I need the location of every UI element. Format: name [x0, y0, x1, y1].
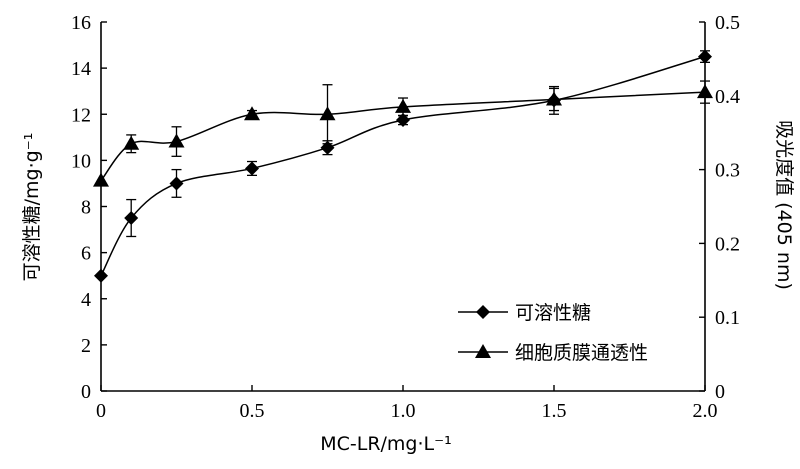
legend-item-1: 可溶性糖: [458, 302, 591, 324]
axes: [100, 22, 706, 392]
data-point: [698, 49, 712, 64]
y-right-tick-label: 0.2: [715, 233, 740, 255]
data-point: [244, 106, 260, 121]
ticks: 0 0.5 1.0 1.5 2.0024681012141600.10.20.30.40…: [71, 12, 740, 422]
y-right-tick-label: 0.1: [715, 307, 740, 329]
data-point: [169, 176, 184, 191]
x-tick-label: 0.5: [240, 400, 265, 422]
y-left-tick-label: 10: [71, 150, 91, 172]
data-point: [94, 268, 108, 283]
series-1: [94, 49, 712, 283]
data-point: [123, 135, 140, 150]
x-tick-label: 0: [96, 400, 106, 422]
legend-marker: [476, 305, 490, 319]
y-left-tick-label: 2: [81, 335, 91, 357]
data-point: [697, 84, 713, 99]
data-point: [93, 172, 109, 187]
x-axis-title: MC-LR/mg·L⁻¹: [320, 433, 452, 455]
y-left-tick-label: 8: [81, 197, 91, 219]
series-line: [100, 55, 706, 277]
data-point: [168, 133, 185, 148]
y-right-tick-label: 0.4: [715, 86, 740, 108]
data-point: [395, 98, 411, 113]
data-point: [396, 113, 410, 128]
data-point: [124, 211, 139, 226]
y-left-tick-label: 0: [81, 381, 91, 403]
series-layer: [93, 49, 713, 283]
y-left-tick-label: 14: [71, 58, 91, 80]
x-tick-label: 1.5: [542, 400, 567, 422]
y-left-tick-label: 4: [81, 289, 91, 311]
y-right-tick-label: 0.5: [715, 12, 740, 34]
y-left-tick-label: 12: [71, 104, 91, 126]
legend-item-2: 细胞质膜通透性: [458, 342, 648, 364]
y-right-tick-label: 0.3: [715, 160, 740, 182]
legend-label: 细胞质膜通透性: [515, 342, 648, 364]
x-tick-label: 1.0: [391, 400, 416, 422]
y-left-tick-label: 6: [81, 243, 91, 265]
data-point: [245, 161, 259, 176]
y-axis-left-title: 可溶性糖/mg·g⁻¹: [21, 133, 43, 282]
y-axis-right-title: 吸光度值 (405 nm): [773, 120, 795, 290]
y-left-tick-label: 16: [71, 12, 91, 34]
data-point: [546, 91, 562, 106]
legend-marker: [475, 344, 491, 358]
data-point: [319, 106, 336, 121]
x-tick-label: 2.0: [693, 400, 718, 422]
y-right-tick-label: 0: [715, 381, 725, 403]
series-2: [93, 80, 713, 187]
legend-label: 可溶性糖: [515, 302, 591, 324]
